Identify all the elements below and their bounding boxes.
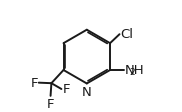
Text: F: F — [47, 97, 54, 110]
Text: 2: 2 — [130, 67, 135, 76]
Text: F: F — [30, 76, 38, 89]
Text: Cl: Cl — [120, 28, 133, 41]
Text: F: F — [62, 83, 70, 95]
Text: NH: NH — [124, 63, 144, 76]
Text: N: N — [82, 85, 92, 98]
